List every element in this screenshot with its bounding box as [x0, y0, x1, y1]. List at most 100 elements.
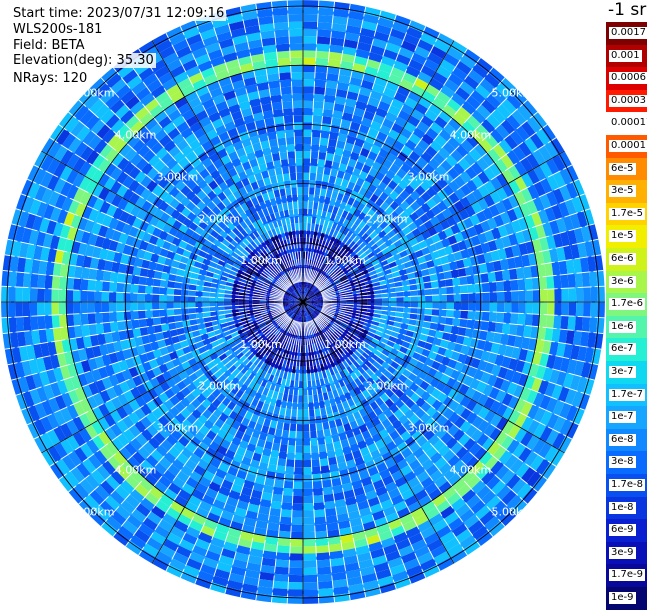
- range-bin: [546, 276, 554, 290]
- range-bin: [292, 510, 303, 518]
- range-bin: [466, 275, 474, 285]
- range-bin: [285, 466, 294, 474]
- range-bin: [159, 287, 167, 295]
- range-bin: [269, 508, 281, 517]
- range-bin: [303, 539, 316, 547]
- range-bin: [145, 310, 153, 319]
- range-bin: [288, 582, 303, 590]
- range-bin: [453, 286, 461, 295]
- range-bin: [117, 273, 125, 283]
- range-bin: [317, 29, 332, 37]
- range-bin: [273, 581, 288, 589]
- range-bin: [303, 137, 312, 144]
- range-bin: [96, 323, 105, 335]
- range-bin: [51, 289, 59, 302]
- range-bin: [313, 108, 324, 116]
- range-bin: [317, 574, 332, 582]
- range-bin: [318, 15, 333, 23]
- range-bin: [293, 108, 303, 116]
- range-bin: [320, 465, 330, 473]
- range-bin: [273, 109, 284, 117]
- range-bin: [425, 308, 433, 315]
- range-bin: [438, 280, 446, 288]
- range-bin: [518, 279, 526, 291]
- range-bin: [481, 321, 489, 331]
- range-bin: [523, 325, 532, 338]
- range-bin: [438, 316, 446, 324]
- range-bin: [295, 453, 303, 460]
- range-bin: [296, 165, 303, 172]
- range-bin: [475, 302, 482, 311]
- range-bin: [314, 502, 325, 510]
- range-bin: [117, 321, 125, 331]
- range-bin: [439, 287, 447, 295]
- range-bin: [37, 274, 45, 288]
- range-bin: [312, 466, 321, 474]
- range-bin: [81, 313, 89, 325]
- range-bin: [9, 317, 17, 333]
- range-bin: [303, 532, 315, 540]
- range-bin: [411, 302, 418, 308]
- range-bin: [30, 288, 38, 302]
- range-bin: [482, 311, 490, 321]
- range-bin: [87, 291, 95, 302]
- range-bin: [59, 314, 67, 327]
- range-bin: [290, 50, 303, 58]
- range-bin: [314, 87, 326, 95]
- range-bin: [325, 88, 337, 97]
- range-bin: [66, 302, 74, 314]
- range-bin: [275, 559, 289, 567]
- range-bin: [303, 7, 318, 15]
- range-bin: [303, 29, 317, 37]
- range-bin: [276, 552, 290, 560]
- range-bin: [109, 292, 117, 302]
- range-bin: [124, 311, 132, 321]
- range-bin: [554, 302, 562, 316]
- range-bin: [45, 315, 53, 329]
- range-bin: [526, 302, 534, 314]
- range-bin: [523, 266, 532, 279]
- range-bin: [321, 123, 331, 131]
- range-bin: [303, 15, 318, 23]
- range-bin: [295, 151, 303, 158]
- range-bin: [294, 467, 303, 474]
- range-bin: [488, 322, 496, 333]
- range-bin: [295, 144, 303, 151]
- range-bin: [23, 302, 31, 317]
- range-bin: [167, 309, 175, 317]
- range-bin: [317, 437, 325, 445]
- range-bin: [272, 102, 283, 111]
- range-bin: [280, 517, 292, 525]
- range-bin: [131, 275, 139, 285]
- range-bin: [210, 302, 217, 307]
- range-bin: [454, 302, 461, 310]
- range-bin: [315, 72, 327, 80]
- range-bin: [195, 302, 202, 308]
- range-bin: [589, 317, 597, 333]
- range-bin: [290, 58, 303, 66]
- range-bin: [279, 72, 291, 80]
- range-bin: [467, 311, 475, 320]
- range-bin: [568, 316, 576, 331]
- range-bin: [281, 94, 292, 102]
- range-bin: [73, 314, 81, 326]
- range-bin: [389, 302, 396, 307]
- range-bin: [288, 589, 303, 597]
- range-bin: [290, 553, 304, 561]
- range-bin: [281, 509, 293, 517]
- range-bin: [152, 286, 160, 294]
- range-bin: [439, 309, 447, 317]
- range-bin: [303, 453, 311, 460]
- range-bin: [575, 273, 583, 288]
- range-bin: [303, 72, 315, 80]
- range-bin: [289, 166, 297, 174]
- range-bin: [276, 44, 290, 52]
- range-bin: [510, 280, 518, 292]
- range-bin: [289, 29, 303, 37]
- range-bin: [322, 116, 332, 124]
- range-bin: [159, 302, 166, 310]
- range-bin: [303, 22, 318, 30]
- range-bin: [323, 102, 334, 111]
- range-bin: [468, 302, 475, 311]
- range-bin: [311, 137, 320, 145]
